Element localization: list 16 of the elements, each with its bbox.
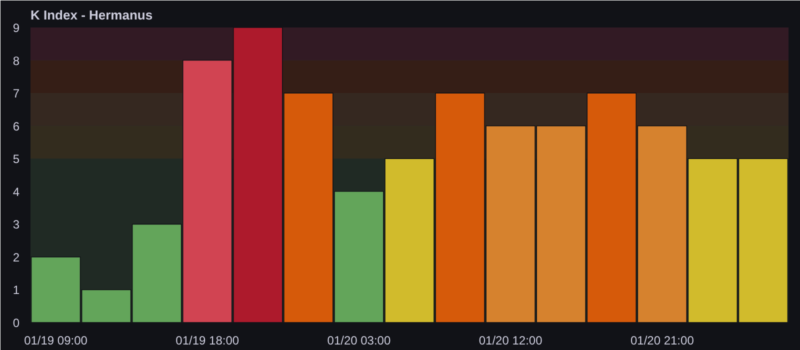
y-tick-label: 3: [12, 218, 20, 232]
y-tick-label: 5: [12, 152, 20, 166]
chart-title: K Index - Hermanus: [30, 8, 153, 22]
y-tick-label: 6: [12, 119, 20, 134]
y-tick-label: 7: [12, 86, 20, 101]
x-tick-label: 01/20 12:00: [478, 334, 543, 348]
x-tick-label: 01/20 21:00: [630, 334, 694, 348]
y-tick-label: 8: [12, 54, 20, 68]
x-tick-label: 01/19 09:00: [24, 334, 88, 348]
y-tick-label: 2: [12, 250, 20, 264]
x-tick-label: 01/20 03:00: [327, 334, 391, 348]
y-tick-label: 4: [12, 184, 20, 199]
y-tick-label: 1: [12, 283, 20, 298]
y-tick-label: 0: [12, 316, 20, 330]
x-tick-label: 01/19 18:00: [176, 334, 240, 348]
y-tick-label: 9: [12, 21, 20, 35]
